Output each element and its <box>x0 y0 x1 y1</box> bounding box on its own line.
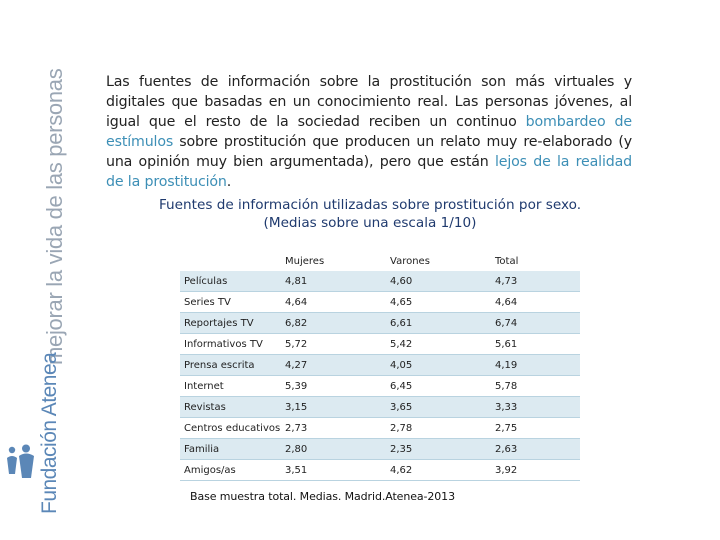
atenea-logo-icon <box>7 444 34 478</box>
intro-highlight-2: lejos de la realidad de la prostitución <box>106 154 632 191</box>
cell-varones: 3,65 <box>386 396 491 418</box>
cell-mujeres: 2,73 <box>281 417 386 439</box>
cell-mujeres: 4,81 <box>281 271 386 292</box>
cell-varones: 4,65 <box>386 291 491 313</box>
cell-varones: 6,45 <box>386 375 491 397</box>
cell-varones: 2,78 <box>386 417 491 439</box>
table-row: Informativos TV 5,72 5,42 5,61 <box>180 333 580 355</box>
table-title-line-1: Fuentes de información utilizadas sobre … <box>158 197 582 213</box>
table-row: Internet 5,39 6,45 5,78 <box>180 375 580 397</box>
cell-mujeres: 5,39 <box>281 375 386 397</box>
row-label: Internet <box>180 375 281 397</box>
logo-head-right <box>22 444 30 453</box>
cell-varones: 2,35 <box>386 438 491 460</box>
cell-varones: 4,05 <box>386 354 491 376</box>
intro-text-2: sobre prostitución que producen un relat… <box>106 134 632 171</box>
table-row: Prensa escrita 4,27 4,05 4,19 <box>180 354 580 376</box>
logo-head-left <box>8 446 16 454</box>
intro-text-1: Las fuentes de información sobre la pros… <box>106 74 632 131</box>
cell-mujeres: 4,27 <box>281 354 386 376</box>
cell-total: 3,33 <box>491 396 580 418</box>
cell-total: 5,61 <box>491 333 580 355</box>
header-total: Total <box>495 255 519 267</box>
cell-varones: 4,60 <box>386 271 491 292</box>
header-label <box>180 251 281 271</box>
row-label: Películas <box>180 271 281 292</box>
table-row: Películas 4,81 4,60 4,73 <box>180 271 580 292</box>
cell-mujeres: 6,82 <box>281 312 386 334</box>
header-varones: Varones <box>390 255 430 267</box>
cell-total: 4,19 <box>491 354 580 376</box>
cell-total: 2,63 <box>491 438 580 460</box>
cell-total: 2,75 <box>491 417 580 439</box>
cell-varones: 6,61 <box>386 312 491 334</box>
row-label: Prensa escrita <box>180 354 281 376</box>
cell-total: 3,92 <box>491 459 580 481</box>
cell-total: 4,73 <box>491 271 580 292</box>
cell-total: 4,64 <box>491 291 580 313</box>
intro-text-3: . <box>226 174 232 191</box>
intro-paragraph: Las fuentes de información sobre la pros… <box>106 72 632 192</box>
row-label: Informativos TV <box>180 333 281 355</box>
table-title-line-2: (Medias sobre una escala 1/10) <box>263 215 477 231</box>
table-row: Familia 2,80 2,35 2,63 <box>180 438 580 460</box>
table-row: Series TV 4,64 4,65 4,64 <box>180 291 580 313</box>
cell-varones: 5,42 <box>386 333 491 355</box>
header-mujeres: Mujeres <box>285 255 325 267</box>
logo-figure-left <box>7 456 17 474</box>
cell-mujeres: 5,72 <box>281 333 386 355</box>
row-label: Reportajes TV <box>180 312 281 334</box>
cell-mujeres: 3,15 <box>281 396 386 418</box>
cell-mujeres: 4,64 <box>281 291 386 313</box>
cell-total: 5,78 <box>491 375 580 397</box>
cell-total: 6,74 <box>491 312 580 334</box>
brand-name: Fundación Atenea <box>38 352 61 514</box>
table-row: Revistas 3,15 3,65 3,33 <box>180 396 580 418</box>
table-row: Centros educativos 2,73 2,78 2,75 <box>180 417 580 439</box>
cell-mujeres: 2,80 <box>281 438 386 460</box>
sidebar-tagline: mejorar la vida de las personas <box>42 68 67 365</box>
cell-mujeres: 3,51 <box>281 459 386 481</box>
table-title: Fuentes de información utilizadas sobre … <box>140 196 600 232</box>
table-footnote: Base muestra total. Medias. Madrid.Atene… <box>190 490 455 503</box>
row-label: Centros educativos <box>180 417 281 439</box>
table-row: Reportajes TV 6,82 6,61 6,74 <box>180 312 580 334</box>
row-label: Series TV <box>180 291 281 313</box>
row-label: Amigos/as <box>180 459 281 481</box>
row-label: Revistas <box>180 396 281 418</box>
cell-varones: 4,62 <box>386 459 491 481</box>
intro-highlight-1: bombardeo de estímulos <box>106 114 632 151</box>
row-label: Familia <box>180 438 281 460</box>
table-header-row: Mujeres Varones Total <box>180 251 580 271</box>
logo-figure-right <box>19 453 34 478</box>
table-row: Amigos/as 3,51 4,62 3,92 <box>180 459 580 481</box>
sources-table: Mujeres Varones Total Películas 4,81 4,6… <box>180 251 580 481</box>
